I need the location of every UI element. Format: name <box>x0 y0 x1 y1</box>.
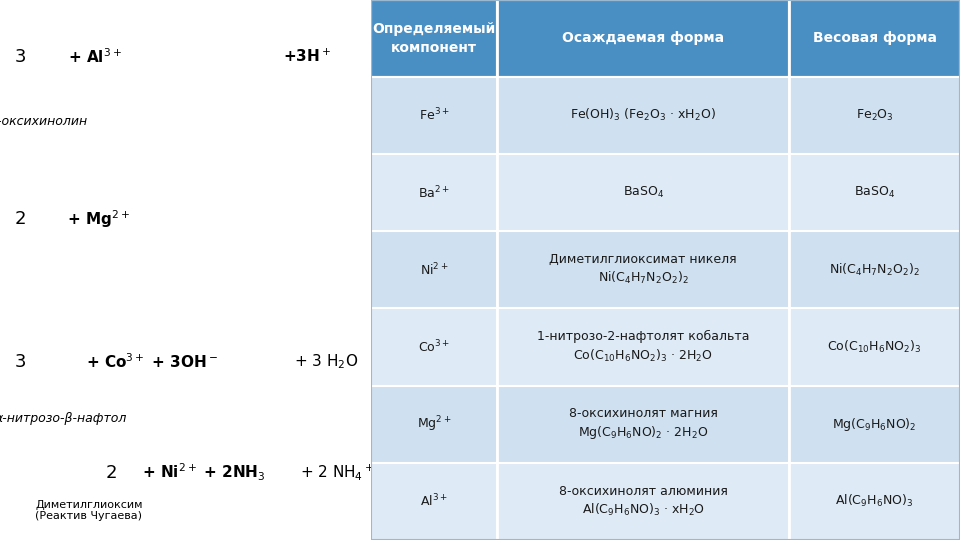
Bar <box>497 386 789 463</box>
Text: Mg(C$_9$H$_6$NO)$_2$: Mg(C$_9$H$_6$NO)$_2$ <box>832 416 917 433</box>
Text: Весовая форма: Весовая форма <box>812 31 937 45</box>
Text: Fe$_2$O$_3$: Fe$_2$O$_3$ <box>855 108 894 123</box>
Text: Ni$^{2+}$: Ni$^{2+}$ <box>420 261 448 278</box>
Bar <box>371 386 497 463</box>
Bar <box>371 231 497 308</box>
Bar <box>497 308 789 386</box>
Text: 3: 3 <box>14 48 26 66</box>
Text: 8-оксихинолят алюминия
Al(C$_9$H$_6$NO)$_3$ · xH$_2$O: 8-оксихинолят алюминия Al(C$_9$H$_6$NO)$… <box>559 485 728 518</box>
Text: Диметилглиоксимат никеля
Ni(C$_4$H$_7$N$_2$O$_2$)$_2$: Диметилглиоксимат никеля Ni(C$_4$H$_7$N$… <box>549 253 737 286</box>
Bar <box>497 154 789 231</box>
Text: BaSO$_4$: BaSO$_4$ <box>623 185 663 200</box>
Text: 2: 2 <box>14 210 26 228</box>
Bar <box>497 463 789 540</box>
Text: 8-оксихинолят магния
Mg(C$_9$H$_6$NO)$_2$ · 2H$_2$O: 8-оксихинолят магния Mg(C$_9$H$_6$NO)$_2… <box>568 407 718 441</box>
Text: + 3 H$_2$O: + 3 H$_2$O <box>294 353 358 371</box>
Text: Mg$^{2+}$: Mg$^{2+}$ <box>417 414 451 434</box>
Bar <box>789 0 960 77</box>
Text: 2: 2 <box>106 463 117 482</box>
Bar <box>789 308 960 386</box>
Text: Определяемый
компонент: Определяемый компонент <box>372 22 495 55</box>
Bar <box>789 154 960 231</box>
Text: 1-нитрозо-2-нафтолят кобальта
Co(C$_{10}$H$_6$NO$_2$)$_3$ · 2H$_2$O: 1-нитрозо-2-нафтолят кобальта Co(C$_{10}… <box>537 330 750 363</box>
Text: BaSO$_4$: BaSO$_4$ <box>854 185 895 200</box>
Bar <box>497 231 789 308</box>
Text: Осаждаемая форма: Осаждаемая форма <box>563 31 724 45</box>
Text: 8-оксихинолин: 8-оксихинолин <box>0 115 88 128</box>
Text: + Al$^{3+}$: + Al$^{3+}$ <box>67 48 122 66</box>
Text: + Mg$^{2+}$: + Mg$^{2+}$ <box>66 208 130 230</box>
Text: Al(C$_9$H$_6$NO)$_3$: Al(C$_9$H$_6$NO)$_3$ <box>835 494 914 509</box>
Bar <box>789 463 960 540</box>
Text: 3: 3 <box>14 353 26 371</box>
Bar <box>371 308 497 386</box>
Text: Диметилглиоксим
(Реактив Чугаева): Диметилглиоксим (Реактив Чугаева) <box>36 500 143 521</box>
Bar <box>497 0 789 77</box>
Bar <box>789 231 960 308</box>
Bar <box>789 386 960 463</box>
Text: Co$^{3+}$: Co$^{3+}$ <box>418 339 450 355</box>
Text: + Ni$^{2+}$ + 2NH$_3$: + Ni$^{2+}$ + 2NH$_3$ <box>142 462 266 483</box>
Text: +3H$^+$: +3H$^+$ <box>283 48 331 65</box>
Bar <box>371 0 497 77</box>
Text: Al$^{3+}$: Al$^{3+}$ <box>420 493 447 510</box>
Bar <box>789 77 960 154</box>
Text: Fe$^{3+}$: Fe$^{3+}$ <box>419 107 449 124</box>
Bar <box>497 77 789 154</box>
Text: Ni(C$_4$H$_7$N$_2$O$_2$)$_2$: Ni(C$_4$H$_7$N$_2$O$_2$)$_2$ <box>829 262 920 278</box>
Text: + 2 NH$_4$$^+$: + 2 NH$_4$$^+$ <box>300 462 374 483</box>
Bar <box>371 463 497 540</box>
Bar <box>371 77 497 154</box>
Text: α-нитрозо-β-нафтол: α-нитрозо-β-нафтол <box>0 412 128 425</box>
Text: Ba$^{2+}$: Ba$^{2+}$ <box>418 184 450 201</box>
Text: Co(C$_{10}$H$_6$NO$_2$)$_3$: Co(C$_{10}$H$_6$NO$_2$)$_3$ <box>828 339 922 355</box>
Bar <box>371 154 497 231</box>
Text: Fe(OH)$_3$ (Fe$_2$O$_3$ · xH$_2$O): Fe(OH)$_3$ (Fe$_2$O$_3$ · xH$_2$O) <box>570 107 716 123</box>
Text: + Co$^{3+}$ + 3OH$^-$: + Co$^{3+}$ + 3OH$^-$ <box>86 353 218 371</box>
